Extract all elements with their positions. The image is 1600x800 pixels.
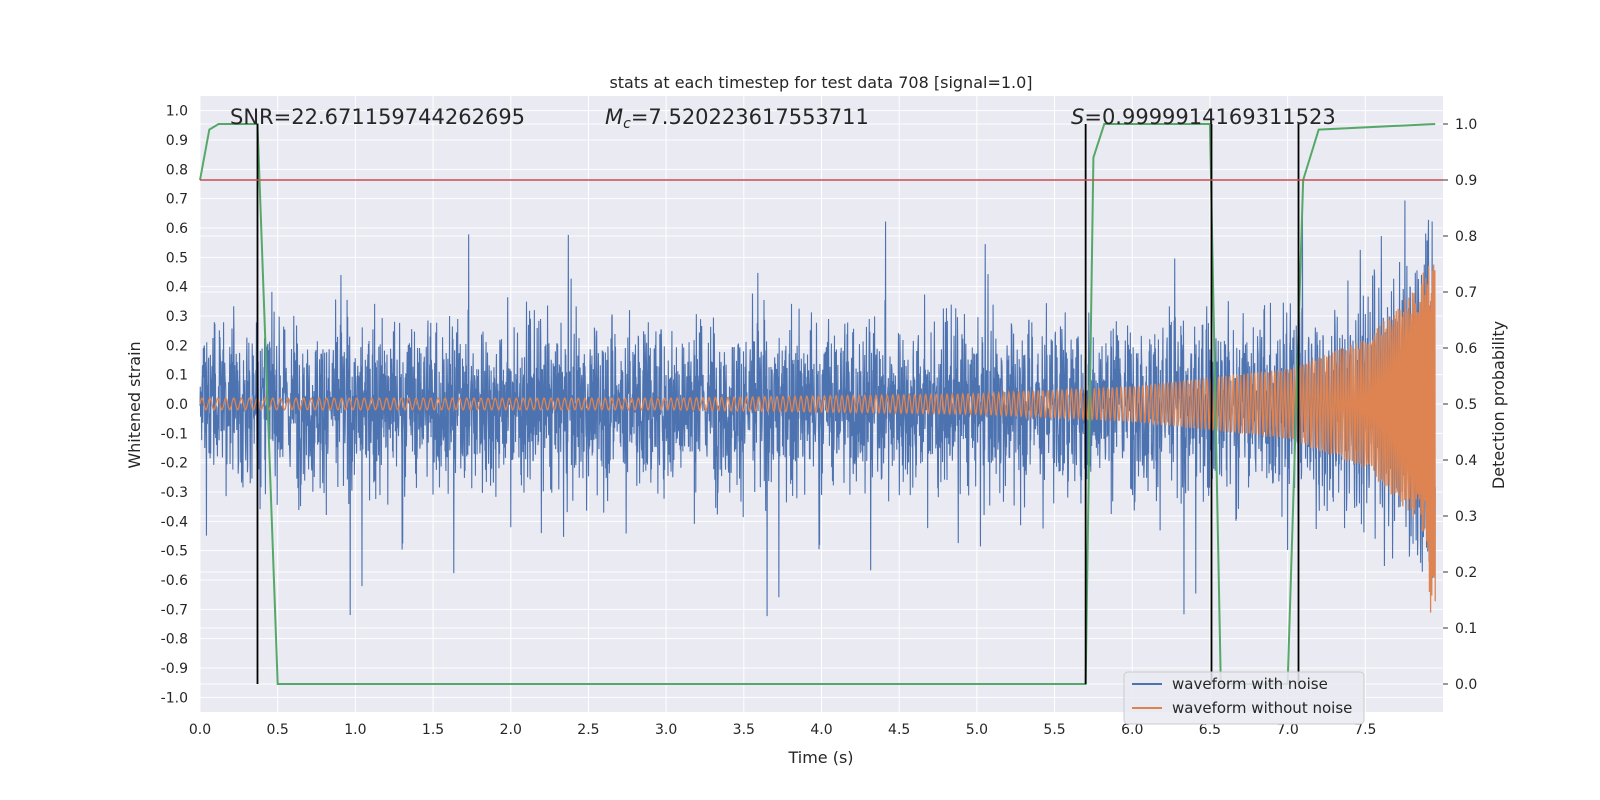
chirp-mass-annotation: Mc=7.520223617553711: [605, 105, 869, 132]
y-tick-label: 0.6: [166, 221, 188, 237]
snr-annotation: SNR=22.671159744262695: [230, 105, 525, 129]
y-tick-label: -0.7: [161, 602, 188, 618]
chart-title: stats at each timestep for test data 708…: [609, 73, 1032, 92]
s-value: =0.9999914169311523: [1084, 105, 1335, 129]
y-tick-label: 0.4: [166, 280, 188, 296]
clean-waveform-line: [199, 264, 1436, 613]
y-axis-label: Whitened strain: [125, 341, 144, 468]
legend-label-clean: waveform without noise: [1172, 699, 1352, 717]
x-tick-label: 5.0: [966, 722, 988, 738]
y-tick-label: 0.0: [166, 397, 188, 413]
y-axis-label-right: Detection probability: [1489, 321, 1508, 489]
y-tick-label-right: 0.4: [1455, 453, 1477, 469]
y-tick-label: 0.1: [166, 368, 188, 384]
y-tick-label-right: 0.6: [1455, 341, 1477, 357]
y-tick-label: 0.5: [166, 250, 188, 266]
x-tick-label: 4.5: [888, 722, 910, 738]
legend: waveform with noise waveform without noi…: [1123, 671, 1365, 725]
x-tick-label: 6.5: [1199, 722, 1221, 738]
y-tick-label-right: 0.7: [1455, 285, 1477, 301]
series-detection-probability: [199, 123, 1436, 685]
x-tick-label: 3.5: [733, 722, 755, 738]
y-tick-label-right: 0.3: [1455, 509, 1477, 525]
x-tick-label: 6.0: [1121, 722, 1143, 738]
y-tick-label-right: 0.0: [1455, 677, 1477, 693]
x-tick-label: 7.0: [1276, 722, 1298, 738]
x-tick-label: 4.0: [810, 722, 832, 738]
x-tick-label: 1.0: [344, 722, 366, 738]
y-tick-label-right: 0.9: [1455, 173, 1477, 189]
y-tick-labels-right: 1.0 0.9 0.8 0.7 0.6 0.5 0.4 0.3 0.2 0.1 0.0: [1443, 117, 1477, 693]
x-tick-label: 2.5: [577, 722, 599, 738]
x-tick-label: 2.0: [500, 722, 522, 738]
s-symbol: S: [1071, 105, 1084, 129]
score-annotation: S=0.9999914169311523: [1071, 105, 1336, 129]
y-tick-label: -1.0: [161, 690, 188, 706]
x-tick-labels: 0.0 0.5 1.0 1.5 2.0 2.5 3.0 3.5 4.0 4.5 5.0 5.5 6.0 6…: [189, 722, 1377, 738]
y-tick-label: -0.9: [161, 661, 188, 677]
y-tick-label: -0.8: [161, 632, 188, 648]
x-tick-label: 0.0: [189, 722, 211, 738]
mc-subscript: c: [623, 116, 631, 132]
y-tick-label-right: 0.1: [1455, 621, 1477, 637]
y-tick-labels: 1.0 0.9 0.8 0.7 0.6 0.5 0.4 0.3 0.2 0.1 0.0 -0.1 -0.…: [161, 104, 188, 707]
y-tick-label: 0.7: [166, 192, 188, 208]
vertical-markers: [256, 124, 1300, 684]
x-axis-label: Time (s): [787, 748, 853, 767]
y-tick-label: 0.3: [166, 309, 188, 325]
y-tick-label-right: 0.2: [1455, 565, 1477, 581]
y-tick-label: -0.3: [161, 485, 188, 501]
y-tick-label: -0.6: [161, 573, 188, 589]
detection-probability-line: [199, 123, 1436, 685]
y-tick-label: -0.2: [161, 456, 188, 472]
x-tick-label: 1.5: [422, 722, 444, 738]
x-tick-label: 3.0: [655, 722, 677, 738]
legend-box: [1123, 671, 1365, 725]
y-tick-label: -0.5: [161, 544, 188, 560]
y-tick-label-right: 1.0: [1455, 117, 1477, 133]
legend-label-noisy: waveform with noise: [1172, 675, 1328, 693]
y-tick-label: -0.1: [161, 426, 188, 442]
x-tick-label: 5.5: [1043, 722, 1065, 738]
y-tick-label-right: 0.5: [1455, 397, 1477, 413]
y-tick-label-right: 0.8: [1455, 229, 1477, 245]
y-tick-label: 0.2: [166, 338, 188, 354]
series-waveform-without-noise: [199, 264, 1436, 613]
y-tick-label: 0.8: [166, 162, 188, 178]
y-tick-label: 1.0: [166, 104, 188, 120]
x-tick-label: 0.5: [267, 722, 289, 738]
mc-symbol: M: [605, 105, 623, 129]
y-tick-label: 0.9: [166, 133, 188, 149]
y-tick-label: -0.4: [161, 514, 188, 530]
x-tick-label: 7.5: [1354, 722, 1376, 738]
mc-value: =7.520223617553711: [631, 105, 869, 129]
